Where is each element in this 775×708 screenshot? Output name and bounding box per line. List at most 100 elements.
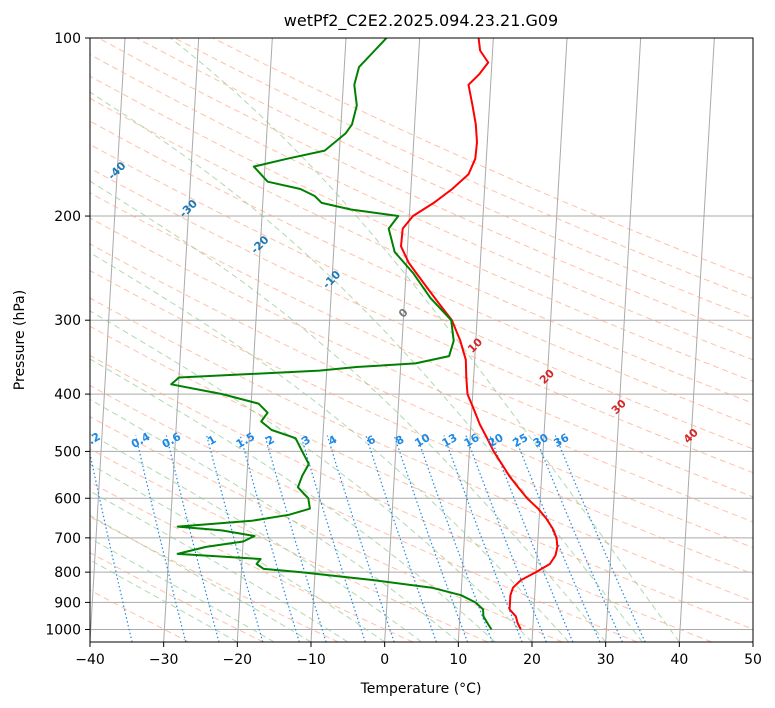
dry-adiabat-line bbox=[90, 75, 753, 382]
isotherm-line bbox=[678, 38, 715, 642]
dry-adiabat-label: -30 bbox=[177, 197, 200, 220]
x-axis-label: Temperature (°C) bbox=[360, 681, 482, 697]
dry-adiabat-line bbox=[90, 481, 414, 642]
y-tick-label: 500 bbox=[54, 444, 81, 460]
x-tick-label: 40 bbox=[670, 652, 688, 668]
dry-adiabat-line bbox=[90, 448, 488, 642]
mixing-ratio-label: 1.5 bbox=[234, 430, 257, 451]
x-tick-label: 30 bbox=[597, 652, 615, 668]
moist-adiabat-line bbox=[90, 490, 349, 642]
moist-adiabat-line bbox=[90, 559, 238, 642]
dry-adiabat-line bbox=[90, 385, 638, 642]
dry-adiabat-line bbox=[136, 38, 753, 319]
mixing-ratio-label: 0.2 bbox=[79, 430, 102, 451]
y-axis-label: Pressure (hPa) bbox=[12, 290, 28, 390]
mixing-ratio-label: 2 bbox=[264, 433, 277, 448]
y-tick-label: 200 bbox=[54, 209, 81, 225]
y-tick-label: 600 bbox=[54, 491, 81, 507]
mixing-ratio-label: 13 bbox=[440, 431, 460, 450]
isotherm-line bbox=[90, 38, 126, 642]
dry-adiabat-line bbox=[98, 38, 753, 340]
mixing-ratio-label: 16 bbox=[462, 431, 482, 450]
mixing-ratio-label: 20 bbox=[486, 431, 506, 450]
isotherm-line bbox=[457, 38, 494, 642]
isotherm-line bbox=[605, 38, 642, 642]
mixing-ratio-line bbox=[206, 435, 264, 642]
mixing-ratio-line bbox=[465, 435, 547, 642]
moist-adiabat-line bbox=[90, 252, 570, 642]
dry-adiabat-line bbox=[90, 589, 190, 642]
mixing-ratio-line bbox=[393, 435, 469, 642]
y-tick-label: 800 bbox=[54, 565, 81, 581]
moist-adiabat-line bbox=[90, 91, 643, 642]
moist-adiabat-line bbox=[90, 463, 385, 642]
mixing-ratio-line bbox=[300, 435, 366, 642]
dry-adiabat-label: 0 bbox=[396, 306, 411, 321]
x-tick-label: 0 bbox=[380, 652, 389, 668]
moist-adiabat-line bbox=[90, 180, 607, 642]
dry-adiabat-label: -10 bbox=[320, 268, 343, 291]
mixing-ratio-line bbox=[416, 435, 493, 642]
dry-adiabat-line bbox=[90, 270, 753, 575]
y-tick-label: 1000 bbox=[45, 622, 81, 638]
dry-adiabat-label: 20 bbox=[537, 367, 557, 387]
x-tick-label: 50 bbox=[744, 652, 762, 668]
dry-adiabat-label: 30 bbox=[609, 397, 629, 417]
mixing-ratio-line bbox=[534, 435, 623, 642]
dry-adiabat-line bbox=[90, 97, 753, 404]
isotherm-line bbox=[236, 38, 273, 642]
dry-adiabat-line bbox=[90, 325, 753, 630]
dry-adiabat-label: 10 bbox=[465, 335, 485, 355]
mixing-ratio-line bbox=[365, 435, 437, 642]
dry-adiabat-line bbox=[90, 552, 264, 642]
x-tick-label: 10 bbox=[449, 652, 467, 668]
mixing-ratio-line bbox=[264, 435, 327, 642]
dry-adiabat-label: -50 bbox=[34, 120, 57, 143]
mixing-ratio-label: 1 bbox=[205, 433, 218, 448]
dry-adiabat-line bbox=[90, 53, 753, 361]
mixing-ratio-label: 30 bbox=[531, 431, 551, 450]
mixing-ratio-label: 10 bbox=[413, 431, 433, 450]
moist-adiabat-line bbox=[90, 358, 496, 642]
dry-adiabat-label: -20 bbox=[248, 233, 271, 256]
isotherm-line bbox=[163, 38, 200, 642]
moist-adiabat-line bbox=[90, 514, 312, 642]
plot-frame bbox=[89, 37, 754, 643]
dewpoint-profile-line bbox=[170, 38, 493, 631]
x-tick-label: −40 bbox=[75, 652, 105, 668]
dry-adiabat-label: -40 bbox=[105, 159, 128, 182]
mixing-ratio-line bbox=[239, 435, 300, 642]
x-tick-label: 20 bbox=[523, 652, 541, 668]
mixing-ratio-label: 3 bbox=[300, 433, 313, 448]
x-tick-label: −10 bbox=[296, 652, 326, 668]
y-tick-label: 100 bbox=[54, 31, 81, 47]
x-tick-label: −30 bbox=[149, 652, 179, 668]
dry-adiabat-line bbox=[90, 297, 753, 602]
mixing-ratio-line bbox=[443, 435, 523, 642]
temperature-profile-line bbox=[400, 38, 559, 630]
mixing-ratio-line bbox=[135, 435, 187, 642]
isotherm-line bbox=[752, 633, 753, 642]
y-tick-label: 300 bbox=[54, 313, 81, 329]
mixing-ratio-line bbox=[326, 435, 395, 642]
mixing-ratio-label: 0.1 bbox=[33, 430, 56, 451]
dry-adiabat-line bbox=[90, 243, 753, 549]
dry-adiabat-line bbox=[90, 354, 712, 642]
mixing-ratio-label: 6 bbox=[365, 433, 378, 448]
chart-title: wetPf2_C2E2.2025.094.23.21.G09 bbox=[284, 11, 558, 31]
y-tick-label: 400 bbox=[54, 387, 81, 403]
moist-adiabat-line bbox=[170, 38, 680, 642]
dry-adiabat-line bbox=[90, 167, 753, 474]
y-tick-label: 700 bbox=[54, 531, 81, 547]
dry-adiabat-line bbox=[90, 416, 563, 642]
mixing-ratio-line bbox=[90, 451, 133, 642]
dry-adiabat-label: 40 bbox=[681, 426, 701, 446]
mixing-ratio-line bbox=[554, 435, 646, 642]
dry-adiabat-line bbox=[90, 143, 753, 450]
y-tick-label: 900 bbox=[54, 595, 81, 611]
moist-adiabat-line bbox=[90, 433, 422, 642]
moist-adiabat-line bbox=[90, 537, 275, 642]
x-tick-label: −20 bbox=[223, 652, 253, 668]
mixing-ratio-label: 8 bbox=[393, 433, 406, 448]
